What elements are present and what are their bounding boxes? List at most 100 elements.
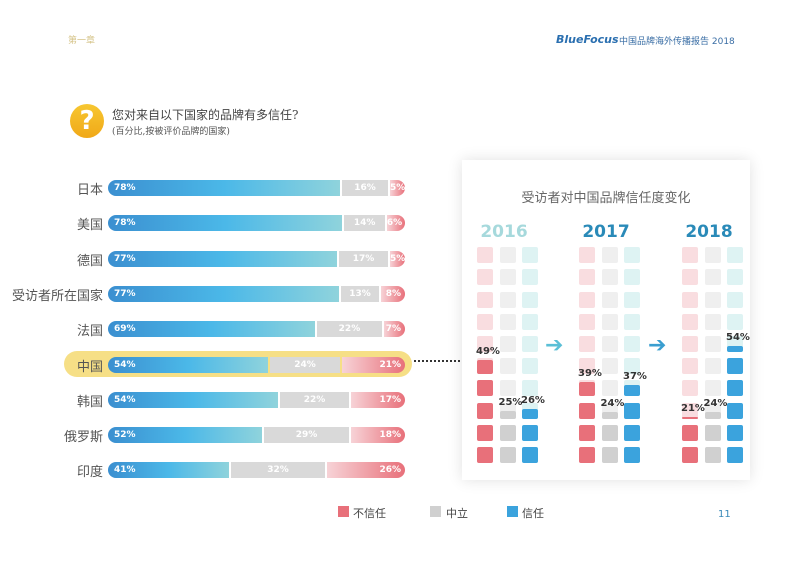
trend-square [579,382,595,397]
row-label: 印度 [76,465,103,481]
trend-square-bg [682,291,698,308]
distrust-segment: 8% [380,285,405,302]
trend-square [682,447,698,463]
trend-square [624,447,640,463]
trend-square [499,447,516,463]
trend-square [477,380,493,397]
row-label: 日本 [76,183,103,198]
trend-square [624,385,640,397]
trend-square [522,424,538,441]
legend-swatch-distrust [338,506,349,517]
trend-square-bg [499,313,516,330]
trend-square-bg [499,291,516,308]
trend-square-bg [579,358,595,375]
trend-square-bg [624,291,640,308]
trend-square-bg [477,336,493,352]
trend-square [579,402,595,419]
trend-square [499,424,516,441]
trend-square-bg [601,358,618,375]
neutral-segment: 29% [264,427,349,444]
question-icon: ? [70,104,104,138]
trend-square-bg [477,313,493,330]
row-label: 中国 [76,359,103,375]
trend-square [704,424,721,441]
distrust-segment: 5% [390,250,405,267]
trend-square-bg [624,269,640,286]
trust-segment: 41% [108,462,229,479]
trend-square [624,402,640,419]
trend-square-bg [499,269,516,286]
trend-square [727,402,743,419]
distrust-segment: 7% [383,321,405,338]
trend-square [727,358,743,375]
report-title: 中国品牌海外传播报告 2018 [619,37,735,47]
trend-value: 54% [726,331,750,343]
trend-square-bg [727,291,743,308]
neutral-segment: 32% [231,462,325,479]
neutral-segment: 13% [341,285,379,302]
distrust-segment: 17% [350,391,405,408]
trend-square-bg [727,247,743,264]
trend-value: 21% [681,403,705,414]
trend-square-bg [601,313,618,330]
trend-square [727,447,743,463]
trend-square-bg [601,291,618,308]
trend-square [727,424,743,441]
neutral-segment: 22% [280,391,349,408]
trend-square-bg [624,358,640,375]
legend-neutral: 中立 [446,507,468,520]
year-label: 2016 [480,222,528,242]
distrust-segment: 18% [351,427,405,444]
trend-square-bg [522,291,538,308]
trend-value: 26% [521,395,545,406]
trend-square-bg [601,247,618,264]
trend-square-bg [601,336,618,352]
trust-segment: 77% [108,285,340,302]
trend-square-bg [522,358,538,375]
trend-square-bg [704,336,721,352]
trend-square-bg [579,336,595,352]
trend-value: 39% [578,368,602,379]
legend-trust: 信任 [522,507,544,520]
trend-square [704,447,721,463]
trend-square [727,380,743,397]
distrust-segment: 6% [386,215,405,232]
legend-swatch-neutral [430,506,441,517]
question-subtitle: (百分比,按被评价品牌的国家) [112,127,230,137]
row-label: 美国 [76,218,103,234]
trend-square [477,402,493,419]
trend-square [499,410,516,419]
trend-square-bg [522,336,538,352]
trend-square-bg [522,313,538,330]
trust-segment: 78% [108,215,343,232]
trend-square-bg [477,247,493,264]
trust-segment: 69% [108,321,316,338]
trust-segment: 78% [108,180,340,196]
trend-square-bg [601,380,618,397]
trend-square-bg [624,336,640,352]
trend-square-bg [522,247,538,264]
trend-square-bg [682,247,698,264]
row-label: 韩国 [76,394,103,410]
trend-square-bg [499,336,516,352]
legend-swatch-trust [507,506,518,517]
trend-square-bg [682,402,698,419]
trend-square-bg [682,380,698,397]
brand-logo: BlueFocus [556,33,619,46]
trend-square-bg [704,291,721,308]
trend-square-bg [704,380,721,397]
neutral-segment: 24% [270,356,340,373]
chapter-label: 第一章 [68,36,96,46]
trend-square [579,447,595,463]
trend-title: 受访者对中国品牌信任度变化 [521,191,691,206]
trend-square [579,424,595,441]
trend-square-bg [499,247,516,264]
trend-square [477,447,493,463]
trend-square-bg [682,336,698,352]
neutral-segment: 14% [344,215,385,232]
arrow-right-icon: ➔ [545,333,564,358]
trend-square [522,447,538,463]
distrust-segment: 26% [327,462,405,479]
row-label: 受访者所在国家 [11,288,103,304]
distrust-segment: 21% [342,356,405,373]
